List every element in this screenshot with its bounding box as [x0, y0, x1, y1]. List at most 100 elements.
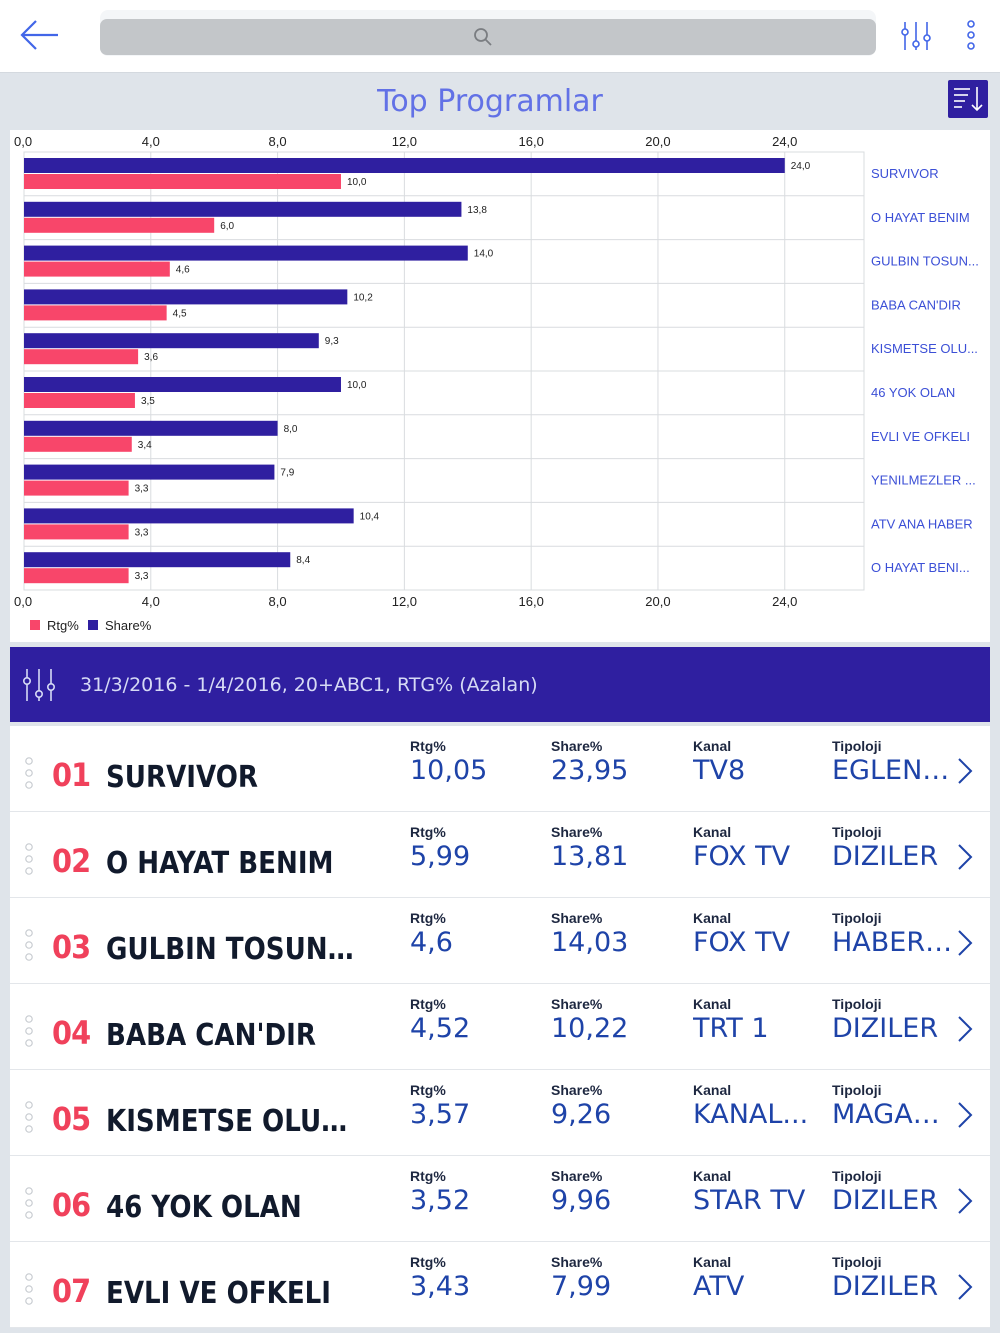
tipoloji-label: Tipoloji — [832, 910, 882, 926]
list-item[interactable]: 03 GULBIN TOSUN IL... Rtg% 4,6 Share% 14… — [10, 898, 990, 984]
list-item[interactable]: 05 KISMETSE OLUR... Rtg% 3,57 Share% 9,2… — [10, 1070, 990, 1156]
x-tick-label-top: 20,0 — [645, 134, 670, 149]
filter-button[interactable] — [900, 20, 932, 52]
filter-summary-text: 31/3/2016 - 1/4/2016, 20+ABC1, RTG% (Aza… — [80, 674, 538, 696]
rtg-label: Rtg% — [410, 996, 446, 1012]
sliders-icon — [901, 22, 931, 50]
chevron-right-icon[interactable] — [956, 842, 974, 872]
list-item[interactable]: 07 EVLI VE OFKELI Rtg% 3,43 Share% 7,99 … — [10, 1242, 990, 1328]
rtg-data-label: 3,5 — [141, 396, 155, 407]
share-label: Share% — [551, 1082, 603, 1098]
kanal-column: Kanal TV8 — [693, 738, 813, 786]
list-item[interactable]: 06 46 YOK OLAN Rtg% 3,52 Share% 9,96 Kan… — [10, 1156, 990, 1242]
x-tick-label-top: 24,0 — [772, 134, 797, 149]
chevron-right-icon[interactable] — [956, 928, 974, 958]
program-name: GULBIN TOSUN IL... — [106, 932, 358, 967]
kanal-label: Kanal — [693, 1254, 732, 1270]
x-tick-label-bottom: 4,0 — [142, 594, 160, 609]
tipoloji-column: Tipoloji MAGAZI... — [832, 1082, 956, 1130]
rtg-data-label: 4,5 — [173, 308, 187, 319]
chevron-right-icon[interactable] — [956, 756, 974, 786]
program-name: SURVIVOR — [106, 760, 259, 795]
rtg-value: 3,52 — [410, 1185, 471, 1216]
kanal-label: Kanal — [693, 996, 732, 1012]
share-value: 9,26 — [551, 1099, 612, 1130]
share-bar — [24, 552, 291, 568]
rtg-column: Rtg% 3,52 — [410, 1168, 530, 1216]
rtg-data-label: 3,6 — [144, 352, 158, 363]
vertical-dots-icon — [967, 20, 975, 50]
tipoloji-value: DIZILER — [832, 1185, 939, 1216]
search-container — [100, 10, 876, 56]
drag-handle-icon — [25, 1101, 33, 1133]
share-data-label: 10,2 — [353, 292, 373, 303]
share-data-label: 24,0 — [791, 161, 811, 172]
share-label: Share% — [551, 1168, 603, 1184]
tipoloji-label: Tipoloji — [832, 824, 882, 840]
program-list: 01 SURVIVOR Rtg% 10,05 Share% 23,95 Kana… — [10, 726, 990, 1328]
share-bar — [24, 333, 319, 349]
rtg-column: Rtg% 3,57 — [410, 1082, 530, 1130]
rank-number: 03 — [52, 928, 91, 966]
share-bar — [24, 158, 785, 173]
kanal-label: Kanal — [693, 910, 732, 926]
share-column: Share% 7,99 — [551, 1254, 671, 1302]
chevron-right-icon[interactable] — [956, 1100, 974, 1130]
rtg-bar — [24, 305, 167, 321]
chevron-right-icon[interactable] — [956, 1186, 974, 1216]
share-value: 23,95 — [551, 755, 629, 786]
list-item[interactable]: 04 BABA CAN'DIR Rtg% 4,52 Share% 10,22 K… — [10, 984, 990, 1070]
sort-button[interactable] — [948, 80, 988, 118]
rtg-bar — [24, 393, 135, 408]
more-options-button[interactable] — [960, 18, 982, 54]
kanal-label: Kanal — [693, 824, 732, 840]
rtg-data-label: 3,3 — [135, 527, 149, 538]
filter-summary-bar[interactable]: 31/3/2016 - 1/4/2016, 20+ABC1, RTG% (Aza… — [10, 647, 990, 722]
rank-number: 07 — [52, 1272, 91, 1310]
search-input[interactable] — [100, 19, 876, 55]
rank-number: 05 — [52, 1100, 91, 1138]
rtg-bar — [24, 349, 139, 365]
tipoloji-column: Tipoloji DIZILER — [832, 1168, 956, 1216]
rtg-data-label: 6,0 — [220, 221, 234, 232]
share-value: 14,03 — [551, 927, 629, 958]
tipoloji-column: Tipoloji EGLENCE — [832, 738, 956, 786]
share-bar — [24, 201, 462, 217]
kanal-value: KANAL... — [693, 1099, 809, 1130]
category-label: BABA CAN'DIR — [871, 297, 961, 312]
x-tick-label-bottom: 16,0 — [519, 594, 544, 609]
rtg-data-label: 3,4 — [138, 440, 152, 451]
rtg-data-label: 3,3 — [135, 571, 149, 582]
share-data-label: 7,9 — [280, 468, 294, 479]
page-title: Top Programlar — [377, 84, 603, 119]
category-label: ATV ANA HABER — [871, 516, 973, 531]
x-tick-label-top: 16,0 — [519, 134, 544, 149]
tipoloji-column: Tipoloji DIZILER — [832, 1254, 956, 1302]
rank-number: 06 — [52, 1186, 91, 1224]
category-label: 46 YOK OLAN — [871, 385, 955, 400]
rtg-data-label: 4,6 — [176, 265, 190, 276]
share-label: Share% — [551, 824, 603, 840]
share-label: Share% — [551, 996, 603, 1012]
chevron-right-icon[interactable] — [956, 1014, 974, 1044]
program-name: EVLI VE OFKELI — [106, 1276, 331, 1311]
kanal-label: Kanal — [693, 1082, 732, 1098]
rtg-bar — [24, 217, 215, 233]
x-tick-label-bottom: 12,0 — [392, 594, 417, 609]
tipoloji-column: Tipoloji DIZILER — [832, 824, 956, 872]
program-name: O HAYAT BENIM — [106, 846, 334, 881]
list-item[interactable]: 01 SURVIVOR Rtg% 10,05 Share% 23,95 Kana… — [10, 726, 990, 812]
share-column: Share% 23,95 — [551, 738, 671, 786]
x-tick-label-bottom: 20,0 — [645, 594, 670, 609]
x-tick-label-top: 4,0 — [142, 134, 160, 149]
share-value: 9,96 — [551, 1185, 612, 1216]
rtg-label: Rtg% — [410, 1168, 446, 1184]
list-item[interactable]: 02 O HAYAT BENIM Rtg% 5,99 Share% 13,81 … — [10, 812, 990, 898]
kanal-value: FOX TV — [693, 927, 791, 958]
share-bar — [24, 245, 468, 261]
program-name: BABA CAN'DIR — [106, 1018, 316, 1053]
share-data-label: 10,4 — [360, 511, 380, 522]
chevron-right-icon[interactable] — [956, 1272, 974, 1302]
back-button[interactable] — [18, 14, 62, 58]
share-label: Share% — [551, 910, 603, 926]
